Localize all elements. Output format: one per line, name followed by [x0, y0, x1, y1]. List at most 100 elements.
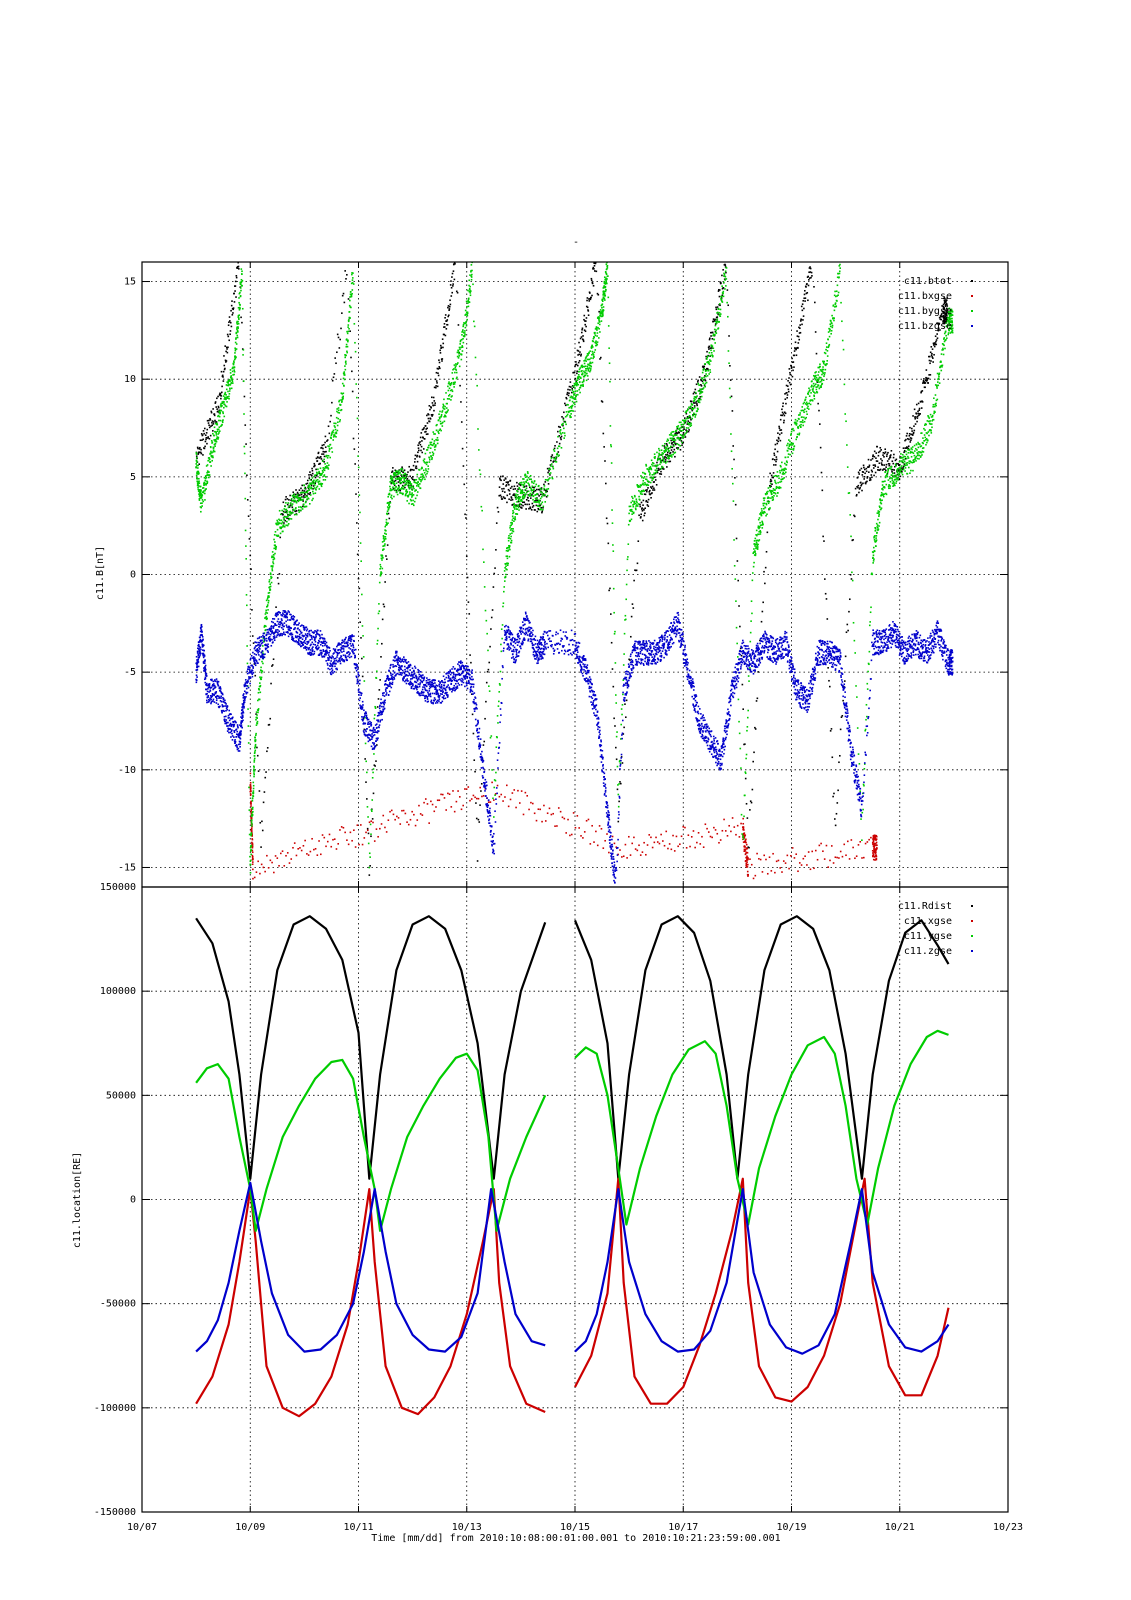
data-point: [793, 350, 796, 352]
data-point: [872, 855, 874, 857]
data-point: [607, 275, 609, 277]
data-point: [716, 320, 719, 323]
data-point: [872, 839, 875, 842]
data-point: [294, 500, 296, 503]
data-point: [696, 400, 699, 402]
data-point: [530, 488, 533, 491]
data-point: [393, 480, 396, 483]
data-point: [754, 726, 756, 729]
data-point: [708, 351, 711, 354]
data-point: [379, 574, 382, 577]
data-point: [680, 440, 683, 442]
data-point: [800, 864, 803, 866]
data-point: [313, 462, 316, 465]
data-point: [293, 500, 295, 503]
data-point: [794, 341, 797, 344]
data-point: [724, 830, 727, 832]
data-point: [214, 402, 217, 404]
data-point: [589, 369, 592, 372]
data-point: [328, 448, 331, 450]
data-point: [765, 858, 767, 861]
data-point: [346, 351, 349, 354]
data-point: [318, 483, 320, 485]
data-point: [779, 418, 782, 421]
data-point: [593, 351, 596, 354]
data-point: [512, 509, 514, 512]
data-point: [385, 518, 388, 521]
data-point: [914, 417, 917, 420]
data-point: [827, 667, 829, 669]
data-point: [236, 326, 238, 329]
data-point: [900, 467, 903, 469]
data-point: [874, 836, 876, 839]
data-point: [702, 382, 704, 384]
data-point: [310, 486, 313, 488]
data-point: [743, 829, 745, 831]
data-point: [680, 426, 682, 429]
data-point: [505, 484, 508, 486]
data-point: [545, 495, 548, 498]
data-point: [430, 444, 433, 446]
data-point: [572, 410, 574, 412]
data-point: [676, 426, 679, 429]
data-point: [529, 506, 531, 509]
data-point: [655, 836, 657, 839]
data-point: [416, 491, 419, 493]
data-point: [615, 846, 618, 848]
data-point: [870, 459, 872, 461]
data-point: [251, 815, 253, 818]
data-point: [234, 355, 236, 357]
data-point: [229, 380, 231, 382]
data-point: [401, 480, 404, 483]
data-point: [944, 321, 947, 323]
data-point: [253, 772, 255, 774]
data-point: [225, 350, 227, 353]
data-point: [691, 417, 694, 420]
data-point: [527, 482, 529, 484]
data-point: [792, 369, 794, 372]
data-point: [524, 474, 527, 477]
data-point: [215, 406, 218, 408]
data-point: [488, 690, 491, 692]
data-point: [671, 437, 674, 440]
data-point: [421, 428, 424, 431]
data-point: [540, 508, 542, 510]
data-point: [339, 829, 341, 831]
data-point: [210, 425, 212, 427]
data-point: [499, 475, 502, 478]
data-point: [506, 555, 509, 557]
data-point: [294, 493, 297, 496]
data-point: [391, 470, 394, 472]
data-point: [229, 369, 232, 371]
data-point: [408, 480, 411, 483]
data-point: [210, 455, 213, 458]
data-point: [385, 831, 388, 833]
data-point: [694, 398, 696, 401]
data-point: [222, 395, 225, 397]
data-point: [615, 735, 618, 738]
data-point: [407, 483, 410, 485]
data-point: [701, 391, 704, 393]
data-point: [711, 836, 713, 839]
data-point: [700, 391, 703, 394]
data-point: [570, 391, 573, 394]
data-point: [746, 866, 749, 868]
data-point: [708, 373, 710, 375]
data-point: [581, 370, 583, 372]
data-point: [680, 835, 683, 838]
data-point: [939, 318, 942, 320]
data-point: [330, 434, 333, 437]
data-point: [946, 305, 949, 307]
data-point: [353, 448, 356, 450]
data-point: [586, 375, 589, 377]
data-point: [677, 425, 680, 427]
data-point: [501, 498, 504, 500]
data-point: [837, 789, 839, 792]
data-point: [500, 479, 502, 482]
data-point: [819, 446, 822, 449]
data-point: [605, 277, 607, 280]
data-point: [603, 297, 606, 300]
data-point: [380, 571, 382, 573]
data-point: [512, 517, 515, 520]
data-point: [337, 409, 340, 412]
